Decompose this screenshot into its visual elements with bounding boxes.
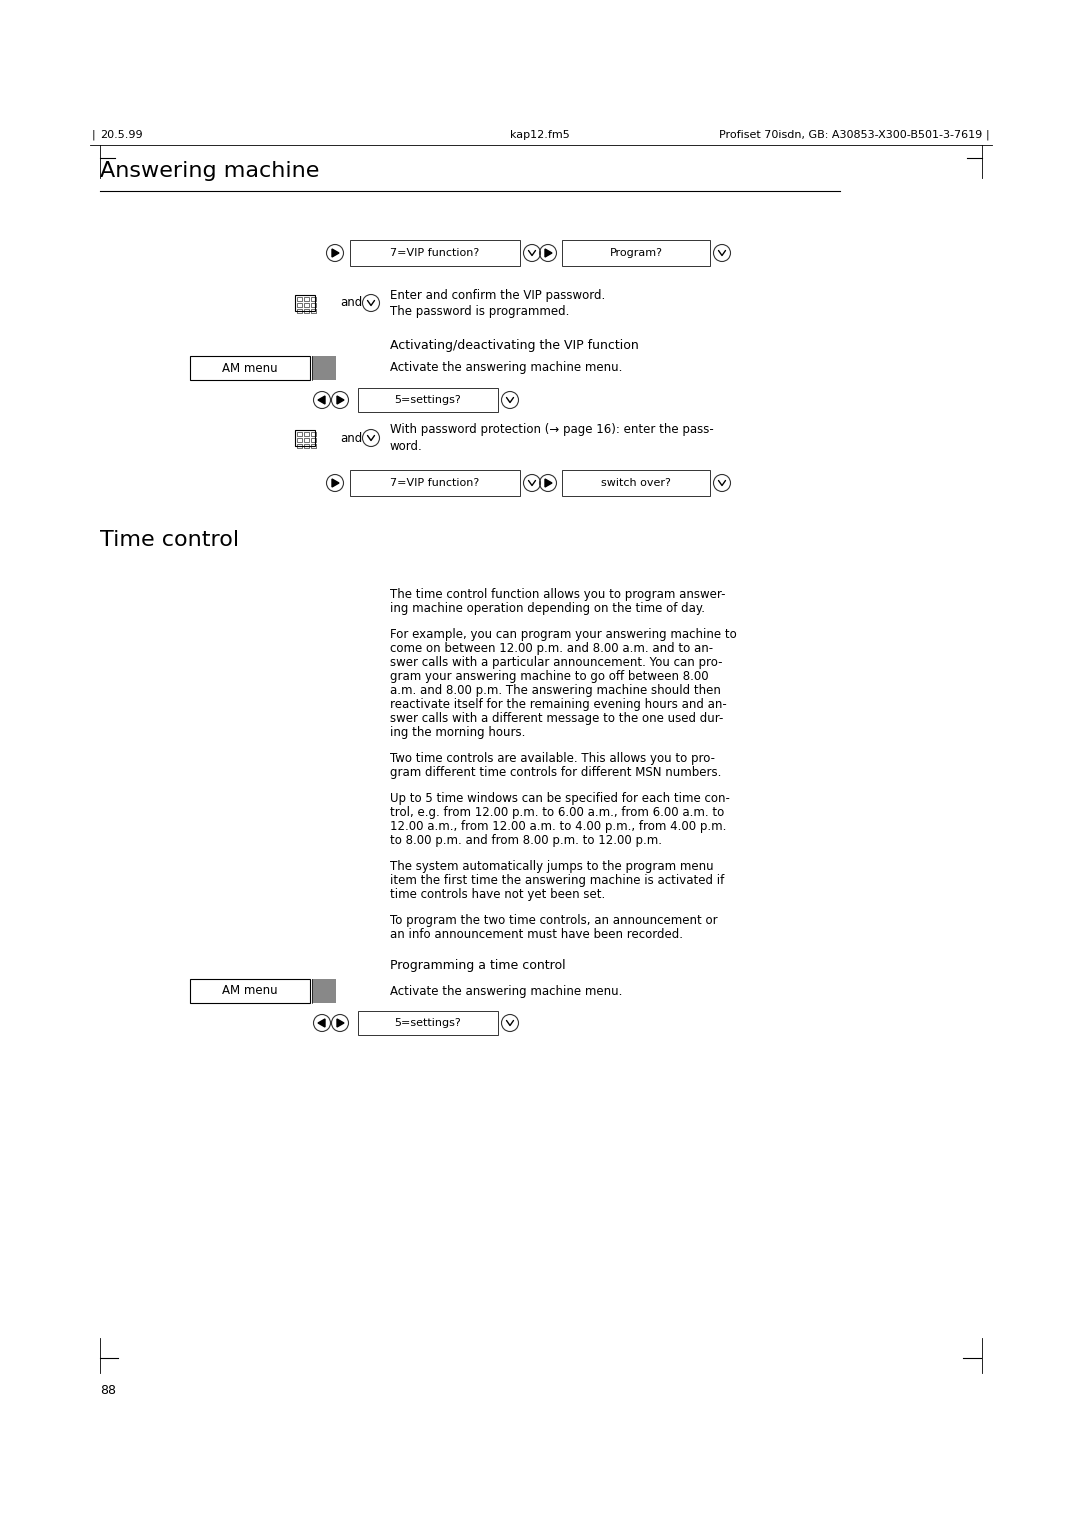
- Text: |: |: [986, 130, 989, 141]
- Text: The system automatically jumps to the program menu: The system automatically jumps to the pr…: [390, 860, 714, 872]
- Polygon shape: [332, 249, 339, 257]
- Text: 5=settings?: 5=settings?: [394, 396, 461, 405]
- Polygon shape: [337, 1019, 345, 1027]
- Text: to 8.00 p.m. and from 8.00 p.m. to 12.00 p.m.: to 8.00 p.m. and from 8.00 p.m. to 12.00…: [390, 834, 662, 847]
- Text: and: and: [340, 296, 362, 310]
- Bar: [311, 445, 315, 448]
- Bar: [303, 432, 309, 435]
- Text: Activate the answering machine menu.: Activate the answering machine menu.: [390, 362, 622, 374]
- Polygon shape: [545, 249, 552, 257]
- Bar: [297, 309, 301, 313]
- Bar: [297, 303, 301, 307]
- Text: Up to 5 time windows can be specified for each time con-: Up to 5 time windows can be specified fo…: [390, 792, 730, 805]
- Text: Activate the answering machine menu.: Activate the answering machine menu.: [390, 984, 622, 998]
- Text: gram different time controls for different MSN numbers.: gram different time controls for differe…: [390, 766, 721, 779]
- Bar: [357, 388, 498, 413]
- Text: 12.00 a.m., from 12.00 a.m. to 4.00 p.m., from 4.00 p.m.: 12.00 a.m., from 12.00 a.m. to 4.00 p.m.…: [390, 821, 727, 833]
- Text: gram your answering machine to go off between 8.00: gram your answering machine to go off be…: [390, 669, 708, 683]
- Text: Program?: Program?: [609, 248, 662, 258]
- Text: time controls have not yet been set.: time controls have not yet been set.: [390, 888, 605, 902]
- Text: switch over?: switch over?: [602, 478, 671, 487]
- Text: swer calls with a particular announcement. You can pro-: swer calls with a particular announcemen…: [390, 656, 723, 669]
- Text: a.m. and 8.00 p.m. The answering machine should then: a.m. and 8.00 p.m. The answering machine…: [390, 685, 720, 697]
- Text: an info announcement must have been recorded.: an info announcement must have been reco…: [390, 927, 683, 941]
- Text: Time control: Time control: [100, 530, 239, 550]
- Bar: [297, 296, 301, 301]
- Polygon shape: [337, 396, 345, 403]
- Polygon shape: [318, 396, 325, 403]
- Text: For example, you can program your answering machine to: For example, you can program your answer…: [390, 628, 737, 642]
- Text: AM menu: AM menu: [222, 984, 278, 998]
- Bar: [350, 240, 519, 266]
- Bar: [297, 432, 301, 435]
- Text: ing the morning hours.: ing the morning hours.: [390, 726, 525, 740]
- Text: 88: 88: [100, 1383, 116, 1397]
- Polygon shape: [332, 478, 339, 487]
- Text: ing machine operation depending on the time of day.: ing machine operation depending on the t…: [390, 602, 705, 614]
- Text: and: and: [340, 431, 362, 445]
- Text: Answering machine: Answering machine: [100, 160, 320, 180]
- Bar: [297, 445, 301, 448]
- Text: The time control function allows you to program answer-: The time control function allows you to …: [390, 588, 726, 601]
- Bar: [303, 445, 309, 448]
- Polygon shape: [318, 1019, 325, 1027]
- Bar: [312, 979, 336, 1002]
- Text: |: |: [92, 130, 96, 141]
- Bar: [311, 439, 315, 442]
- Bar: [303, 309, 309, 313]
- Bar: [295, 429, 315, 446]
- Text: come on between 12.00 p.m. and 8.00 a.m. and to an-: come on between 12.00 p.m. and 8.00 a.m.…: [390, 642, 713, 656]
- Text: Enter and confirm the VIP password.: Enter and confirm the VIP password.: [390, 289, 605, 301]
- Text: Activating/deactivating the VIP function: Activating/deactivating the VIP function: [390, 339, 638, 351]
- Bar: [357, 1012, 498, 1034]
- Bar: [190, 979, 310, 1002]
- Text: 20.5.99: 20.5.99: [100, 130, 143, 141]
- Bar: [311, 296, 315, 301]
- Bar: [303, 303, 309, 307]
- Bar: [562, 240, 710, 266]
- Text: To program the two time controls, an announcement or: To program the two time controls, an ann…: [390, 914, 717, 927]
- Text: The password is programmed.: The password is programmed.: [390, 304, 569, 318]
- Bar: [311, 432, 315, 435]
- Text: Two time controls are available. This allows you to pro-: Two time controls are available. This al…: [390, 752, 715, 766]
- Text: Profiset 70isdn, GB: A30853-X300-B501-3-7619: Profiset 70isdn, GB: A30853-X300-B501-3-…: [719, 130, 982, 141]
- Bar: [311, 303, 315, 307]
- Text: kap12.fm5: kap12.fm5: [510, 130, 570, 141]
- Text: reactivate itself for the remaining evening hours and an-: reactivate itself for the remaining even…: [390, 698, 727, 711]
- Bar: [190, 356, 310, 380]
- Bar: [303, 439, 309, 442]
- Bar: [312, 356, 336, 380]
- Text: 7=VIP function?: 7=VIP function?: [390, 478, 480, 487]
- Bar: [295, 295, 315, 312]
- Text: word.: word.: [390, 440, 422, 452]
- Text: With password protection (→ page 16): enter the pass-: With password protection (→ page 16): en…: [390, 423, 714, 437]
- Text: Programming a time control: Programming a time control: [390, 960, 566, 972]
- Bar: [311, 309, 315, 313]
- Text: swer calls with a different message to the one used dur-: swer calls with a different message to t…: [390, 712, 724, 724]
- Bar: [297, 439, 301, 442]
- Bar: [303, 296, 309, 301]
- Text: 7=VIP function?: 7=VIP function?: [390, 248, 480, 258]
- Text: trol, e.g. from 12.00 p.m. to 6.00 a.m., from 6.00 a.m. to: trol, e.g. from 12.00 p.m. to 6.00 a.m.,…: [390, 805, 725, 819]
- Text: item the first time the answering machine is activated if: item the first time the answering machin…: [390, 874, 725, 886]
- Bar: [562, 471, 710, 497]
- Text: AM menu: AM menu: [222, 362, 278, 374]
- Bar: [350, 471, 519, 497]
- Text: 5=settings?: 5=settings?: [394, 1018, 461, 1028]
- Polygon shape: [545, 478, 552, 487]
